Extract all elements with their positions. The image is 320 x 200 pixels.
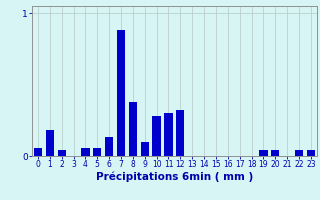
Bar xyxy=(58,150,66,156)
Bar xyxy=(117,30,125,156)
Bar xyxy=(34,148,42,156)
Bar xyxy=(129,102,137,156)
Bar xyxy=(152,116,161,156)
Bar xyxy=(93,148,101,156)
Bar xyxy=(105,137,113,156)
X-axis label: Précipitations 6min ( mm ): Précipitations 6min ( mm ) xyxy=(96,172,253,182)
Bar xyxy=(176,110,185,156)
Bar xyxy=(307,150,315,156)
Bar xyxy=(46,130,54,156)
Bar xyxy=(81,148,90,156)
Bar xyxy=(271,150,279,156)
Bar xyxy=(295,150,303,156)
Bar xyxy=(164,113,172,156)
Bar xyxy=(259,150,268,156)
Bar xyxy=(140,142,149,156)
